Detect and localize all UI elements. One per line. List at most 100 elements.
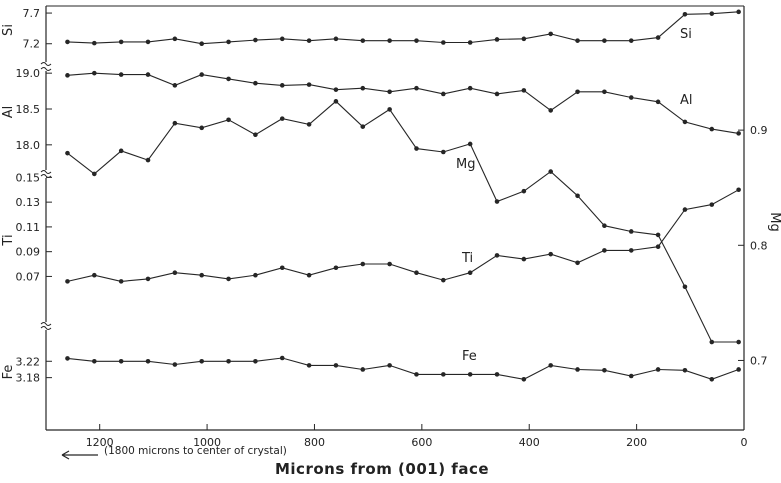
data-point xyxy=(65,356,70,361)
data-point xyxy=(199,72,205,77)
al-tick-label: 19.0 xyxy=(16,67,41,80)
data-point xyxy=(387,38,392,43)
si-tick-label: 7.2 xyxy=(23,38,41,51)
data-point xyxy=(602,89,607,95)
ti-tick-label: 0.11 xyxy=(16,221,41,234)
al-tick-label: 18.5 xyxy=(16,103,41,116)
series-line-al xyxy=(67,72,739,134)
data-point xyxy=(279,83,285,88)
data-point xyxy=(602,223,607,229)
data-point xyxy=(226,117,231,123)
series-label-mg: Mg xyxy=(456,157,475,172)
data-point xyxy=(655,367,661,372)
series-line-fe xyxy=(67,357,739,380)
data-point xyxy=(521,376,527,382)
data-point xyxy=(414,85,419,91)
data-point xyxy=(279,116,285,121)
data-point xyxy=(118,279,124,284)
data-point xyxy=(736,367,741,372)
ti-tick-label: 0.13 xyxy=(16,196,41,209)
x-tick-label: 1200 xyxy=(86,436,114,449)
ti-tick-label: 0.07 xyxy=(16,270,41,283)
data-point xyxy=(682,207,688,212)
x-tick-label: 400 xyxy=(519,436,540,449)
data-point xyxy=(602,38,607,43)
series-group: Si Al Mg Ti Fe xyxy=(65,9,741,382)
series-line-ti xyxy=(67,189,739,282)
data-point xyxy=(494,372,500,377)
data-point xyxy=(467,372,473,377)
data-point xyxy=(199,125,205,131)
series-si: Si xyxy=(65,9,741,47)
data-point xyxy=(172,362,178,367)
data-point xyxy=(279,355,285,361)
data-point xyxy=(253,272,258,278)
data-point xyxy=(682,284,688,290)
data-point xyxy=(360,367,366,372)
data-point xyxy=(736,339,741,345)
data-point xyxy=(118,72,124,77)
mg-tick-label: 0.7 xyxy=(750,354,768,367)
x-axis-title: Microns from (001) face xyxy=(275,460,489,478)
data-point xyxy=(548,108,554,113)
al-axis-title: Al xyxy=(1,106,16,119)
data-point xyxy=(253,37,258,43)
x-axis-note: (1800 microns to center of crystal) xyxy=(104,445,287,457)
data-point xyxy=(279,265,285,271)
data-point xyxy=(709,339,715,345)
data-point xyxy=(333,265,339,271)
data-point xyxy=(253,358,258,364)
data-point xyxy=(575,38,580,43)
axis-break-mark xyxy=(40,62,52,71)
data-point xyxy=(172,270,178,276)
data-point xyxy=(145,358,151,364)
data-point xyxy=(65,39,70,45)
data-point xyxy=(548,169,554,174)
axis-break-mark xyxy=(40,322,52,330)
data-point xyxy=(118,39,124,45)
ti-axis-title: Ti xyxy=(1,234,16,246)
data-point xyxy=(360,124,366,129)
data-point xyxy=(628,229,634,234)
data-point xyxy=(199,41,205,47)
x-tick-label: 800 xyxy=(304,436,325,449)
data-point xyxy=(172,36,178,42)
data-point xyxy=(548,251,554,257)
data-point xyxy=(709,202,715,207)
data-point xyxy=(414,38,419,43)
data-point xyxy=(548,363,554,368)
series-line-si xyxy=(67,11,739,45)
data-point xyxy=(709,376,715,382)
data-point xyxy=(628,248,634,253)
data-point xyxy=(575,89,580,95)
data-point xyxy=(628,373,634,379)
labels-group: Microns from (001) face (1800 microns to… xyxy=(104,445,489,478)
data-point xyxy=(226,39,231,45)
data-point xyxy=(145,276,151,282)
data-point xyxy=(736,131,741,136)
data-point xyxy=(92,171,97,177)
x-axis: 1200 1000 800 600 400 200 0 xyxy=(61,424,748,460)
data-point xyxy=(655,35,661,40)
data-point xyxy=(92,272,97,278)
data-point xyxy=(226,358,231,364)
data-point xyxy=(521,36,527,42)
data-point xyxy=(226,76,231,82)
data-point xyxy=(172,83,178,88)
si-tick-label: 7.7 xyxy=(23,7,41,20)
data-point xyxy=(360,261,366,267)
data-point xyxy=(92,40,97,46)
data-point xyxy=(682,367,688,373)
data-point xyxy=(387,363,392,368)
data-point xyxy=(333,363,339,368)
data-point xyxy=(145,72,151,77)
data-point xyxy=(387,89,392,95)
right-axis: 0.9 0.8 0.7 Mg xyxy=(738,124,781,367)
data-point xyxy=(253,80,258,86)
data-point xyxy=(467,270,473,276)
fe-tick-label: 3.22 xyxy=(16,355,41,368)
data-point xyxy=(65,73,70,78)
data-point xyxy=(736,9,741,15)
data-point xyxy=(441,277,446,283)
fe-tick-label: 3.18 xyxy=(16,372,41,385)
